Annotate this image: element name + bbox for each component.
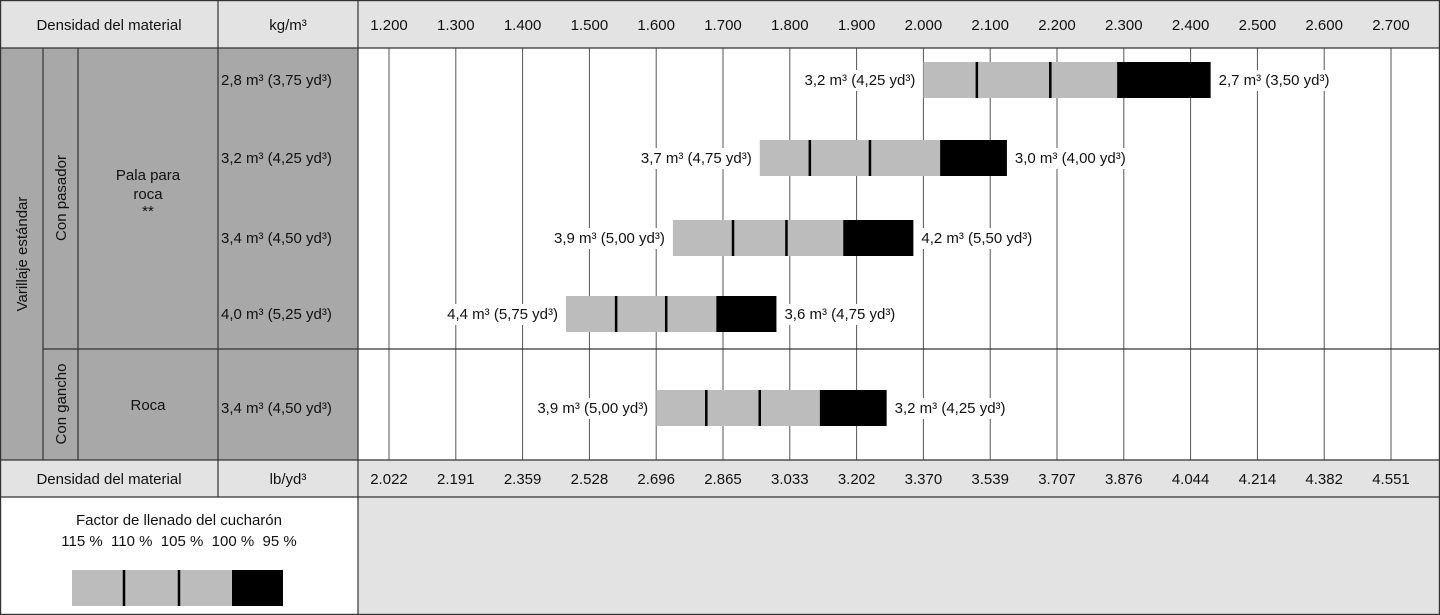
bar-black-segment [716, 296, 777, 332]
top-density-label: Densidad del material [36, 17, 181, 34]
bar-gray-segment [759, 140, 941, 176]
top-tick-label: 2.100 [971, 17, 1009, 34]
bucket-range-bar: 4,4 m³ (5,75 yd³) 3,6 m³ (4,75 yd³) [444, 296, 899, 332]
bucket-range-bar: 3,7 m³ (4,75 yd³) 3,0 m³ (4,00 yd³) [637, 140, 1129, 176]
bucket-label-rock-shovel-note: ** [142, 203, 154, 220]
sub-label-pin: Con pasador [53, 155, 70, 241]
bottom-tick-label: 3.539 [971, 471, 1009, 488]
sub-label-hook: Con gancho [53, 364, 70, 445]
row-capacity-label: 3,4 m³ (4,50 yd³) [221, 230, 332, 247]
bottom-tick-label: 3.876 [1105, 471, 1143, 488]
bottom-tick-label: 3.033 [771, 471, 809, 488]
label-background [637, 148, 755, 169]
top-unit-label: kg/m³ [269, 17, 307, 34]
top-header-bg [0, 0, 1440, 48]
bar-left-label: 3,7 m³ (4,75 yd³) [641, 150, 752, 167]
label-background [444, 304, 562, 325]
bottom-tick-label: 2.528 [571, 471, 609, 488]
top-tick-label: 1.300 [437, 17, 475, 34]
bar-gray-segment [656, 390, 820, 426]
top-tick-label: 1.500 [571, 17, 609, 34]
top-tick-label: 1.900 [838, 17, 876, 34]
row-capacity-label: 3,4 m³ (4,50 yd³) [221, 400, 332, 417]
top-tick-label: 2.700 [1372, 17, 1410, 34]
bottom-header-bg [0, 460, 1440, 497]
bottom-tick-label: 2.359 [504, 471, 542, 488]
bar-black-segment [940, 140, 1007, 176]
bottom-tick-label: 3.370 [905, 471, 943, 488]
top-tick-label: 2.000 [905, 17, 943, 34]
bucket-label-rock-shovel-line1: Pala para [116, 167, 181, 184]
bottom-tick-label: 2.022 [370, 471, 408, 488]
row-capacity-label: 3,2 m³ (4,25 yd³) [221, 150, 332, 167]
bar-gray-segment [672, 220, 844, 256]
bar-gray-segment [923, 62, 1118, 98]
range-bars: 3,2 m³ (4,25 yd³) 2,7 m³ (3,50 yd³) 3,7 m³… [444, 62, 1333, 426]
bottom-tick-label: 2.191 [437, 471, 475, 488]
label-background [534, 398, 652, 419]
legend-percents: 115 % 110 % 105 % 100 % 95 % [61, 533, 296, 550]
row-label-bg [0, 48, 358, 460]
bottom-density-label: Densidad del material [36, 471, 181, 488]
top-tick-label: 2.400 [1172, 17, 1210, 34]
bottom-tick-label: 2.696 [637, 471, 675, 488]
legend-title: Factor de llenado del cucharón [76, 512, 282, 529]
bar-left-label: 3,2 m³ (4,25 yd³) [805, 72, 916, 89]
bottom-tick-label: 2.865 [704, 471, 742, 488]
bottom-unit-label: lb/yd³ [270, 471, 307, 488]
bar-left-label: 4,4 m³ (5,75 yd³) [447, 306, 558, 323]
row-capacity-label: 2,8 m³ (3,75 yd³) [221, 72, 332, 89]
top-tick-label: 2.500 [1239, 17, 1277, 34]
bottom-tick-label: 3.707 [1038, 471, 1076, 488]
bucket-label-rock-shovel-line2: roca [133, 186, 163, 203]
top-tick-label: 1.400 [504, 17, 542, 34]
top-tick-label: 2.600 [1305, 17, 1343, 34]
bar-black-segment [1117, 62, 1211, 98]
top-tick-label: 2.200 [1038, 17, 1076, 34]
bar-right-label: 3,0 m³ (4,00 yd³) [1015, 150, 1126, 167]
label-background [891, 398, 1009, 419]
top-tick-label: 1.700 [704, 17, 742, 34]
bucket-range-bar: 3,9 m³ (5,00 yd³) 4,2 m³ (5,50 yd³) [551, 220, 1036, 256]
top-tick-label: 1.200 [370, 17, 408, 34]
bottom-tick-label: 4.214 [1239, 471, 1277, 488]
top-tick-labels: 1.200 1.300 1.400 1.500 1.600 1.700 1.800 1.900… [370, 17, 1410, 34]
bottom-tick-labels: 2.022 2.191 2.359 2.528 2.696 2.865 3.033 3.202… [370, 471, 1410, 488]
bar-black-segment [819, 390, 887, 426]
legend-bar-gray [72, 570, 232, 606]
bottom-tick-label: 3.202 [838, 471, 876, 488]
label-background [1011, 148, 1129, 169]
bar-right-label: 3,2 m³ (4,25 yd³) [895, 400, 1006, 417]
bar-right-label: 2,7 m³ (3,50 yd³) [1219, 72, 1330, 89]
bar-right-label: 4,2 m³ (5,50 yd³) [921, 230, 1032, 247]
label-background [551, 228, 668, 249]
label-background [801, 70, 919, 91]
bar-left-label: 3,9 m³ (5,00 yd³) [537, 400, 648, 417]
top-tick-label: 2.300 [1105, 17, 1143, 34]
group-label-standard-linkage: Varillaje estándar [14, 197, 31, 312]
legend-bar [72, 570, 283, 606]
top-tick-label: 1.600 [637, 17, 675, 34]
legend-area-bg [358, 497, 1440, 615]
bottom-tick-label: 4.551 [1372, 471, 1410, 488]
bar-right-label: 3,6 m³ (4,75 yd³) [784, 306, 895, 323]
capacity-labels: 2,8 m³ (3,75 yd³) 3,2 m³ (4,25 yd³) 3,4 m³… [221, 72, 332, 417]
bottom-tick-label: 4.044 [1172, 471, 1210, 488]
bar-gray-segment [566, 296, 717, 332]
row-capacity-label: 4,0 m³ (5,25 yd³) [221, 306, 332, 323]
bucket-range-bar: 3,9 m³ (5,00 yd³) 3,2 m³ (4,25 yd³) [534, 390, 1009, 426]
bar-black-segment [843, 220, 914, 256]
label-background [918, 228, 1036, 249]
bucket-range-bar: 3,2 m³ (4,25 yd³) 2,7 m³ (3,50 yd³) [801, 62, 1333, 98]
label-background [1215, 70, 1333, 91]
bottom-tick-label: 4.382 [1305, 471, 1343, 488]
bucket-label-rock: Roca [130, 397, 166, 414]
bar-left-label: 3,9 m³ (5,00 yd³) [554, 230, 665, 247]
top-tick-label: 1.800 [771, 17, 809, 34]
legend-bar-black [232, 570, 283, 606]
label-background [781, 304, 899, 325]
